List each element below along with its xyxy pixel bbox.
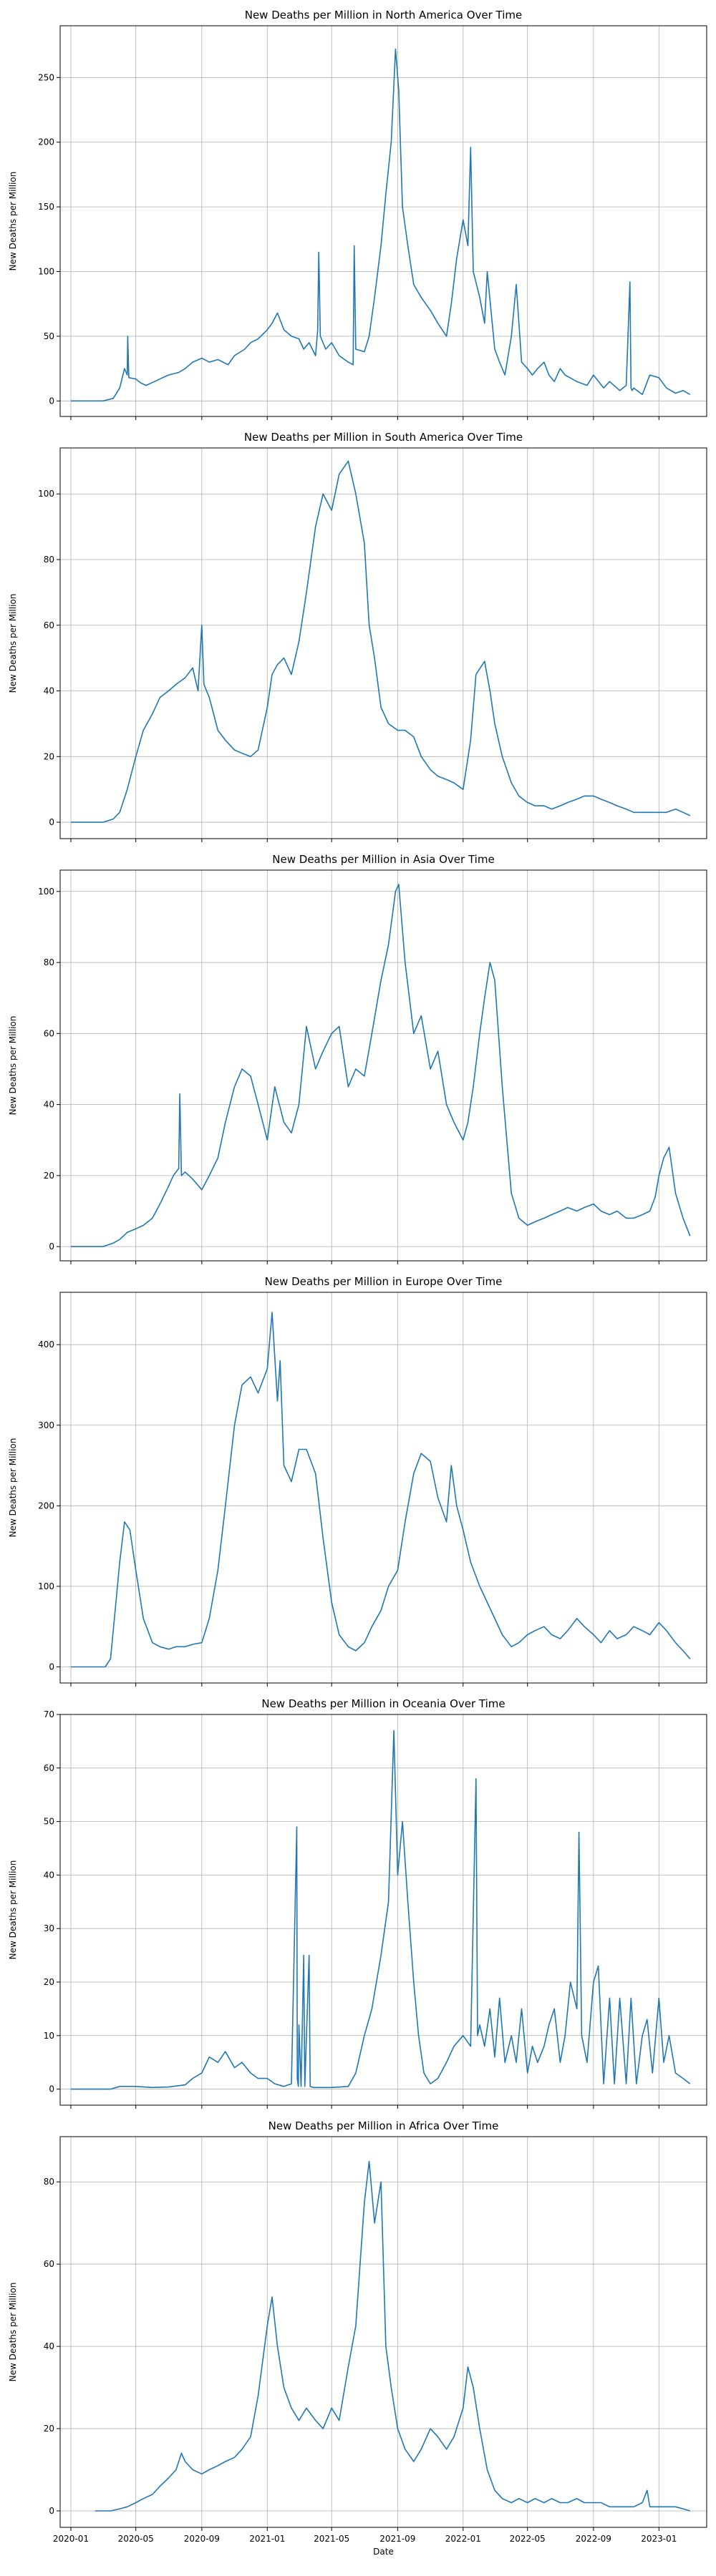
y-tick-label: 0 bbox=[49, 817, 54, 827]
chart-panel-6: New Deaths per Million in Africa Over Ti… bbox=[8, 2119, 707, 2557]
chart-title: New Deaths per Million in Europe Over Ti… bbox=[265, 1275, 503, 1288]
series-line bbox=[71, 48, 691, 402]
y-tick-label: 50 bbox=[44, 1817, 54, 1827]
y-tick-label: 0 bbox=[49, 1241, 54, 1252]
y-tick-label: 50 bbox=[44, 331, 54, 341]
y-tick-label: 80 bbox=[44, 555, 54, 565]
x-tick-label: 2022-09 bbox=[576, 2534, 611, 2544]
plot-frame bbox=[59, 869, 707, 1262]
y-tick-label: 150 bbox=[38, 202, 54, 212]
chart-title: New Deaths per Million in South America … bbox=[244, 431, 523, 444]
chart-title: New Deaths per Million in North America … bbox=[245, 9, 523, 21]
x-tick-label: 2021-09 bbox=[379, 2534, 415, 2544]
y-tick-label: 0 bbox=[49, 1662, 54, 1672]
chart-panel-3: New Deaths per Million in Asia Over Time… bbox=[8, 853, 707, 1264]
y-tick-label: 80 bbox=[44, 2177, 54, 2187]
series-line bbox=[71, 1312, 691, 1668]
x-tick-label: 2020-01 bbox=[53, 2534, 89, 2544]
y-tick-label: 60 bbox=[44, 620, 54, 630]
series-line bbox=[71, 1729, 691, 2090]
series-line bbox=[71, 460, 691, 823]
y-tick-label: 200 bbox=[38, 1501, 54, 1511]
y-tick-label: 40 bbox=[44, 686, 54, 696]
chart-title: New Deaths per Million in Oceania Over T… bbox=[261, 1697, 505, 1710]
y-tick-label: 60 bbox=[44, 2259, 54, 2269]
plot-frame bbox=[59, 447, 707, 839]
chart-panel-4: New Deaths per Million in Europe Over Ti… bbox=[8, 1275, 707, 1687]
x-tick-label: 2022-05 bbox=[510, 2534, 546, 2544]
chart-panel-1: New Deaths per Million in North America … bbox=[8, 9, 707, 420]
y-tick-label: 20 bbox=[44, 1977, 54, 1987]
y-axis-label: New Deaths per Million bbox=[8, 1860, 18, 1960]
y-tick-label: 400 bbox=[38, 1340, 54, 1350]
y-tick-label: 100 bbox=[38, 1581, 54, 1591]
y-tick-label: 80 bbox=[44, 957, 54, 967]
y-tick-label: 40 bbox=[44, 1100, 54, 1110]
y-tick-label: 20 bbox=[44, 751, 54, 761]
x-axis-label: Date bbox=[373, 2547, 394, 2557]
y-axis-label: New Deaths per Million bbox=[8, 2283, 18, 2382]
y-tick-label: 30 bbox=[44, 1923, 54, 1933]
y-tick-label: 100 bbox=[38, 887, 54, 897]
series-line bbox=[71, 884, 691, 1247]
x-tick-label: 2020-09 bbox=[184, 2534, 220, 2544]
y-tick-label: 20 bbox=[44, 2424, 54, 2434]
y-tick-label: 60 bbox=[44, 1763, 54, 1773]
y-axis-label: New Deaths per Million bbox=[8, 1438, 18, 1538]
x-tick-label: 2022-01 bbox=[445, 2534, 481, 2544]
plot-frame bbox=[59, 1714, 707, 2106]
chart-title: New Deaths per Million in Asia Over Time bbox=[272, 853, 494, 866]
plot-frame bbox=[59, 2136, 707, 2528]
plot-frame bbox=[59, 25, 707, 417]
series-line bbox=[95, 2160, 691, 2512]
y-tick-label: 250 bbox=[38, 72, 54, 82]
chart-panel-5: New Deaths per Million in Oceania Over T… bbox=[8, 1697, 707, 2109]
y-tick-label: 20 bbox=[44, 1171, 54, 1181]
y-tick-label: 300 bbox=[38, 1420, 54, 1430]
y-tick-label: 0 bbox=[49, 396, 54, 406]
y-tick-label: 100 bbox=[38, 489, 54, 499]
x-tick-label: 2020-05 bbox=[118, 2534, 154, 2544]
y-axis-label: New Deaths per Million bbox=[8, 172, 18, 271]
y-tick-label: 70 bbox=[44, 1709, 54, 1719]
y-tick-label: 0 bbox=[49, 2084, 54, 2094]
x-tick-label: 2023-01 bbox=[641, 2534, 677, 2544]
y-axis-label: New Deaths per Million bbox=[8, 594, 18, 693]
y-tick-label: 100 bbox=[38, 267, 54, 277]
y-tick-label: 0 bbox=[49, 2506, 54, 2516]
y-axis-label: New Deaths per Million bbox=[8, 1016, 18, 1116]
x-tick-label: 2021-05 bbox=[314, 2534, 349, 2544]
y-tick-label: 40 bbox=[44, 2341, 54, 2351]
y-tick-label: 200 bbox=[38, 137, 54, 147]
chart-title: New Deaths per Million in Africa Over Ti… bbox=[268, 2119, 499, 2132]
y-tick-label: 60 bbox=[44, 1028, 54, 1038]
y-tick-label: 40 bbox=[44, 1870, 54, 1880]
chart-panel-2: New Deaths per Million in South America … bbox=[8, 431, 707, 842]
y-tick-label: 10 bbox=[44, 2031, 54, 2041]
x-tick-label: 2021-01 bbox=[249, 2534, 285, 2544]
plot-frame bbox=[59, 1292, 707, 1684]
